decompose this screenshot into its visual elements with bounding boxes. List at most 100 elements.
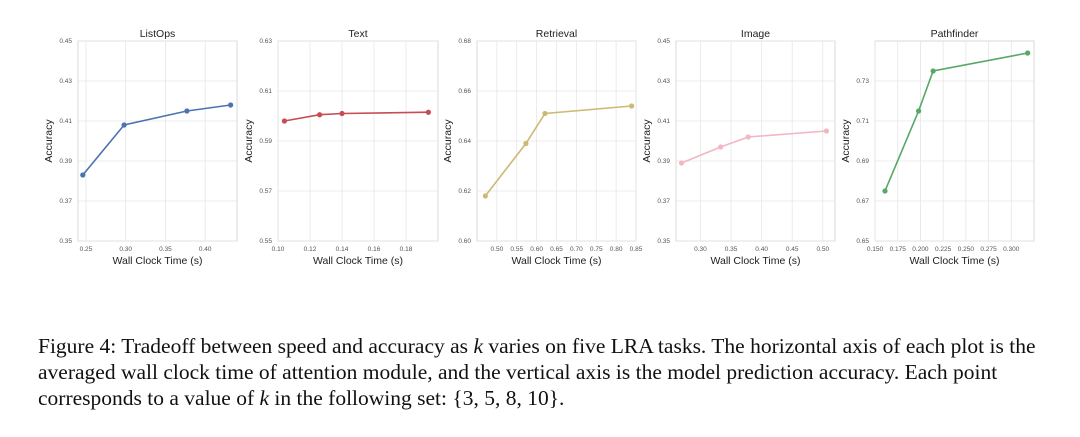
listops-title: ListOps [140,28,176,40]
pathfinder-xtick-label: 0.175 [890,246,907,253]
pathfinder-xtick-label: 0.200 [912,246,929,253]
listops-ytick-label: 0.43 [59,78,72,85]
image-ytick-label: 0.43 [657,78,670,85]
text-data-point [317,112,323,118]
text-xtick-label: 0.18 [400,246,413,253]
listops-data-point [184,108,190,114]
text-series-line [284,111,429,122]
text-ytick-label: 0.57 [259,188,272,195]
listops-series-line [82,104,231,176]
text-ytick-label: 0.59 [259,138,272,145]
listops-ylabel: Accuracy [43,119,55,163]
retrieval-data-point [629,103,635,109]
listops-ytick-label: 0.37 [59,198,72,205]
listops-xtick-label: 0.30 [119,246,132,253]
caption-part3: in the following set: {3, 5, 8, 10}. [269,386,565,410]
image-plot-area [675,40,836,242]
retrieval-data-point [523,140,529,147]
listops-xtick-label: 0.35 [159,246,172,253]
image-data-point [823,128,830,134]
image-xtick-label: 0.45 [786,246,799,253]
text-ytick-label: 0.55 [259,238,272,245]
retrieval-ylabel: Accuracy [442,119,454,163]
text-chart: 0.55 0.57 0.59 0.61 0.63 0.10 0.12 0.14 0.16 0.18… [243,28,439,267]
pathfinder-data-point [1025,50,1031,56]
caption-part2: varies on five LRA tasks. The horizontal… [38,334,1036,410]
text-xtick-label: 0.14 [336,246,349,253]
retrieval-data-point [542,110,548,117]
pathfinder-data-point [916,108,922,114]
pathfinder-xtick-label: 0.300 [1003,246,1020,253]
listops-ytick-label: 0.35 [59,238,72,245]
retrieval-xtick-label: 0.85 [630,246,643,253]
listops-plot-area [77,40,238,242]
text-xtick-label: 0.12 [304,246,317,253]
retrieval-xtick-label: 0.65 [550,246,563,253]
image-data-point [718,144,724,150]
retrieval-xlabel: Wall Clock Time (s) [511,255,601,267]
text-xtick-label: 0.10 [272,246,285,253]
listops-data-point [228,102,234,108]
text-xtick-label: 0.16 [368,246,381,253]
caption-k1: k [473,334,483,358]
retrieval-data-point [482,193,488,199]
image-ytick-label: 0.41 [657,118,670,125]
retrieval-title: Retrieval [536,28,577,40]
pathfinder-series-line [884,52,1028,192]
pathfinder-xtick-label: 0.225 [935,246,952,253]
listops-ytick-label: 0.45 [59,38,72,45]
image-ytick-label: 0.37 [657,198,670,205]
listops-xlabel: Wall Clock Time (s) [112,255,202,267]
pathfinder-chart: 0.65 0.67 0.69 0.71 0.73 0.150 0.175 0.200 0.225… [840,28,1035,267]
listops-xtick-label: 0.25 [80,246,93,253]
image-ytick-label: 0.39 [657,158,670,165]
text-data-point [425,109,431,115]
caption-k2: k [259,386,270,410]
pathfinder-ytick-label: 0.67 [856,198,869,205]
pathfinder-title: Pathfinder [931,28,979,40]
text-data-point [281,118,287,124]
retrieval-ytick-label: 0.60 [458,238,471,245]
listops-ytick-label: 0.39 [59,158,72,165]
listops-chart: 0.35 0.37 0.39 0.41 0.43 0.45 0.25 0.30 0.35 0.40… [43,28,238,267]
retrieval-ytick-label: 0.68 [458,38,471,45]
retrieval-chart: 0.60 0.62 0.64 0.66 0.68 0.50 0.55 0.60 0.65 0.70… [442,28,643,267]
image-data-point [678,160,685,166]
listops-data-point [80,172,86,178]
image-xtick-label: 0.35 [725,246,738,253]
listops-data-point [121,122,127,128]
image-ytick-label: 0.45 [657,38,670,45]
retrieval-xtick-label: 0.60 [530,246,543,253]
image-xlabel: Wall Clock Time (s) [710,255,800,267]
retrieval-xtick-label: 0.80 [610,246,623,253]
image-ytick-label: 0.35 [657,238,670,245]
pathfinder-plot-area [874,40,1035,242]
retrieval-xtick-label: 0.70 [570,246,583,253]
pathfinder-data-point [930,68,936,74]
retrieval-xtick-label: 0.50 [491,246,504,253]
image-xtick-label: 0.30 [694,246,707,253]
image-series-line [681,130,827,164]
image-data-point [745,134,751,140]
text-xlabel: Wall Clock Time (s) [313,255,403,267]
retrieval-xtick-label: 0.75 [590,246,603,253]
image-ylabel: Accuracy [641,119,653,163]
pathfinder-ytick-label: 0.65 [856,238,869,245]
pathfinder-ylabel: Accuracy [840,119,852,163]
caption-part1: Figure 4: Tradeoff between speed and acc… [38,334,474,358]
text-ytick-label: 0.63 [259,38,272,45]
listops-xtick-label: 0.40 [199,246,212,253]
listops-ytick-label: 0.41 [59,118,72,125]
pathfinder-xtick-label: 0.250 [958,246,975,253]
pathfinder-ytick-label: 0.71 [856,118,869,125]
text-ytick-label: 0.61 [259,88,272,95]
pathfinder-xlabel: Wall Clock Time (s) [909,255,999,267]
pathfinder-ytick-label: 0.69 [856,158,869,165]
retrieval-series-line [484,105,632,197]
text-data-point [339,110,345,117]
image-xtick-label: 0.50 [816,246,829,253]
retrieval-ytick-label: 0.64 [458,138,471,145]
lra-tradeoff-charts: 0.35 0.37 0.39 0.41 0.43 0.45 0.25 0.30 0.35 0.40… [43,28,1035,267]
image-title: Image [741,28,770,40]
pathfinder-ytick-label: 0.73 [856,78,869,85]
